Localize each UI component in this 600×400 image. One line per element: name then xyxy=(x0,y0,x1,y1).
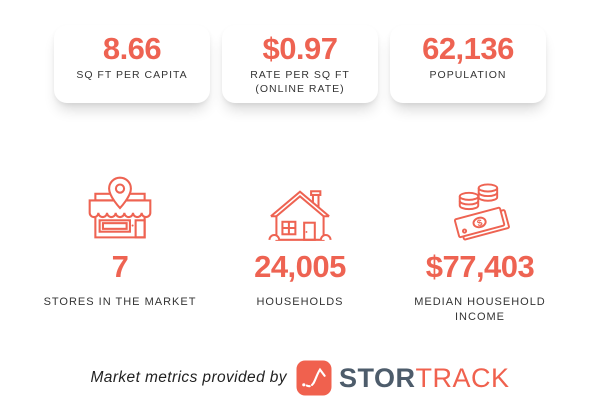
stat-label: POPULATION xyxy=(429,69,507,82)
stat-value: $77,403 xyxy=(425,249,535,284)
card-population: 62,136 POPULATION xyxy=(390,25,546,103)
icon-stats-row: 7 STORES IN THE MARKET xyxy=(0,168,600,325)
stat-label: RATE PER SQ FT (ONLINE RATE) xyxy=(250,69,350,96)
stat-value: 24,005 xyxy=(254,249,346,284)
logo-badge-bg xyxy=(296,360,332,396)
logo-wordmark: STOR TRACK xyxy=(338,362,510,393)
stat-label: SQ FT PER CAPITA xyxy=(76,69,188,82)
stat-label: MEDIAN HOUSEHOLD INCOME xyxy=(414,296,546,323)
stat-stores-in-market: 7 STORES IN THE MARKET xyxy=(31,168,209,325)
storefront-icon xyxy=(84,168,156,242)
footer: Market metrics provided by STOR TRACK xyxy=(0,360,600,396)
money-icon: $ xyxy=(443,168,517,242)
card-sqft-per-capita: 8.66 SQ FT PER CAPITA xyxy=(54,25,210,103)
trend-curve-icon xyxy=(302,367,326,388)
logo-badge xyxy=(296,360,332,396)
stortrack-logo[interactable]: STOR TRACK xyxy=(296,360,510,396)
dollar-sign: $ xyxy=(476,217,484,228)
card-rate-per-sqft: $0.97 RATE PER SQ FT (ONLINE RATE) xyxy=(222,25,378,103)
stat-households: 24,005 HOUSEHOLDS xyxy=(211,168,389,325)
stat-label: HOUSEHOLDS xyxy=(256,296,344,308)
stat-value: 7 xyxy=(111,249,129,284)
house-icon xyxy=(263,168,337,242)
stat-value: 8.66 xyxy=(102,31,162,66)
stat-median-income: $ $77,403 MEDIAN HOUSEHOLD INCOME xyxy=(391,168,569,325)
stat-value: 62,136 xyxy=(422,31,514,66)
logo-text-stor: STOR xyxy=(338,362,416,393)
stat-value: $0.97 xyxy=(262,31,338,66)
stat-cards-row: 8.66 SQ FT PER CAPITA $0.97 RATE PER SQ … xyxy=(0,25,600,103)
logo-text-track: TRACK xyxy=(415,362,510,393)
footer-caption: Market metrics provided by xyxy=(90,369,287,386)
stat-label: STORES IN THE MARKET xyxy=(43,296,197,308)
